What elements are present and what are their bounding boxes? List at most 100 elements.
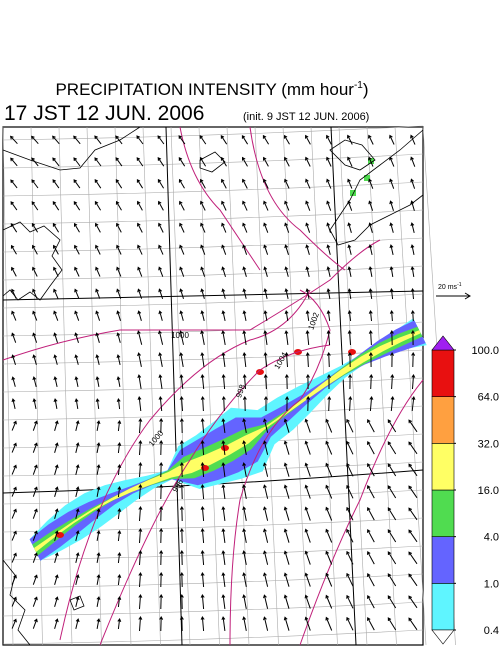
wind-arrow [53,266,59,277]
precip-core [221,445,229,451]
wind-arrow [54,530,59,541]
wind-arrow [94,200,102,211]
wind-arrow [158,352,163,367]
wind-arrow [138,462,143,478]
colorbar-segment [431,536,455,584]
wind-arrow [117,464,122,476]
wind-arrow [32,464,38,475]
wind-arrow [117,596,122,608]
wind-arrow [263,178,269,189]
wind-arrow [346,484,354,499]
wind-arrow [408,463,418,477]
precip-area [34,330,421,552]
wind-arrow [408,595,418,609]
wind-arrow [326,352,331,368]
wind-arrow [179,550,184,566]
wind-arrow [200,330,205,345]
wind-vectors [9,134,418,632]
wind-arrow [368,330,373,346]
wind-arrow [116,354,121,366]
wind-arrow [11,618,17,629]
wind-arrow [73,200,81,211]
wind-arrow [263,374,268,390]
wind-arrow [53,376,58,388]
wind-arrow [54,442,59,453]
wind-arrow [179,572,184,588]
wind-arrow [179,374,184,389]
wind-arrow [75,508,80,520]
wind-arrow [305,266,310,278]
wind-arrow [242,462,247,477]
wind-arrow [179,310,184,321]
wind-arrow [325,506,333,521]
wind-arrow [283,528,290,543]
wind-arrow [305,178,311,189]
wind-arrow [242,440,247,455]
wind-arrow [157,135,165,145]
wind-arrow [158,330,164,345]
wind-arrow [95,332,100,343]
wind-arrow [117,508,122,520]
precip-cell [364,175,370,181]
wind-arrow [200,352,205,367]
wind-arrow [368,310,373,322]
wind-arrow [117,420,122,432]
wind-arrow [96,420,101,431]
init-time: (init. 9 JST 12 JUN. 2006) [243,111,369,123]
wind-arrow [95,310,101,321]
wind-arrow [52,200,60,211]
isobar [179,126,261,271]
wind-arrow [221,594,226,609]
wind-arrow [305,330,310,346]
wind-arrow [74,310,80,321]
wind-arrow [242,374,247,390]
grid-line [282,126,309,646]
wind-arrow [368,288,373,299]
wind-arrow [325,462,333,477]
wind-arrow [95,354,100,366]
wind-arrow [138,506,143,522]
wind-arrow [95,244,101,255]
colorbar-label: 32.0 [478,438,499,450]
grid-line [142,126,161,646]
wind-arrow [367,595,375,609]
wind-arrow [304,484,311,499]
wind-arrow [158,310,163,321]
wind-arrow [54,596,59,607]
wind-arrow [32,310,38,321]
wind-arrow [387,595,397,609]
coastline [2,559,31,646]
wind-arrow [284,352,289,368]
wind-arrow [136,178,144,189]
wind-arrow [410,156,416,167]
wind-arrow [52,179,60,189]
wind-arrow [137,310,142,321]
wind-arrow [11,486,17,497]
wind-arrow [325,440,333,455]
wind-arrow [10,222,18,233]
wind-arrow [179,484,184,500]
wind-arrow [115,178,123,189]
island [199,151,226,173]
wind-arrow [347,310,352,322]
wind-arrow [346,418,354,433]
wind-arrow [242,222,248,233]
wind-arrow [389,310,394,322]
wind-arrow [368,200,374,211]
wind-arrow [221,330,226,345]
wind-arrow [116,376,121,387]
wind-arrow [410,310,415,322]
wind-arrow [116,332,121,343]
wind-arrow [326,330,331,346]
wind-arrow [157,156,165,167]
wind-arrow [96,596,101,607]
wind-arrow [200,310,205,322]
wind-arrow [115,200,122,211]
wind-arrow [387,419,397,433]
wind-arrow [179,440,184,456]
wind-arrow [75,486,80,498]
wind-arrow [32,596,38,607]
wind-arrow [137,200,143,211]
wind-arrow [263,550,269,565]
grid-line [2,126,14,646]
